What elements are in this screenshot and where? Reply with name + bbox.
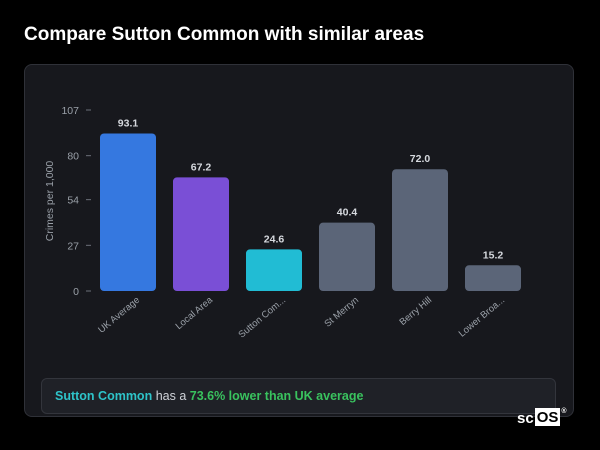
y-tick-label: 0 (73, 286, 79, 298)
y-axis-label: Crimes per 1,000 (44, 161, 56, 242)
bar[interactable] (465, 265, 521, 291)
y-tick-label: 54 (67, 195, 79, 207)
bar[interactable] (392, 169, 448, 291)
x-tick-label: Berry Hill (397, 295, 434, 328)
y-tick-label: 107 (61, 105, 79, 117)
summary-banner: Sutton Common has a 73.6% lower than UK … (41, 378, 556, 414)
x-tick-label: Lower Broa... (457, 295, 507, 340)
bar-value-label: 40.4 (337, 207, 358, 219)
bar-value-label: 93.1 (118, 118, 139, 130)
bar[interactable] (100, 133, 156, 291)
bar-value-label: 15.2 (483, 249, 504, 261)
logo-registered-mark: ® (561, 408, 567, 415)
bar[interactable] (173, 177, 229, 291)
bar[interactable] (246, 249, 302, 291)
x-tick-label: Sutton Com... (236, 295, 288, 341)
bar-value-label: 67.2 (191, 161, 212, 173)
x-tick-label: Local Area (174, 294, 216, 332)
bar-value-label: 72.0 (410, 153, 431, 165)
logo-sc: sc (517, 410, 534, 427)
y-tick-label: 80 (67, 151, 79, 163)
summary-difference: 73.6% lower than UK average (189, 389, 364, 403)
bar[interactable] (319, 222, 375, 291)
x-tick-label: UK Average (96, 295, 142, 336)
page-title: Compare Sutton Common with similar areas (24, 24, 425, 45)
y-tick-label: 27 (67, 240, 79, 252)
scos-logo: sc OS ® (517, 408, 567, 426)
summary-text: has a (152, 389, 190, 403)
x-tick-label: St Merryn (322, 295, 361, 330)
bar-value-label: 24.6 (264, 233, 285, 245)
logo-os: OS (534, 408, 561, 426)
summary-area-name: Sutton Common (55, 389, 153, 403)
